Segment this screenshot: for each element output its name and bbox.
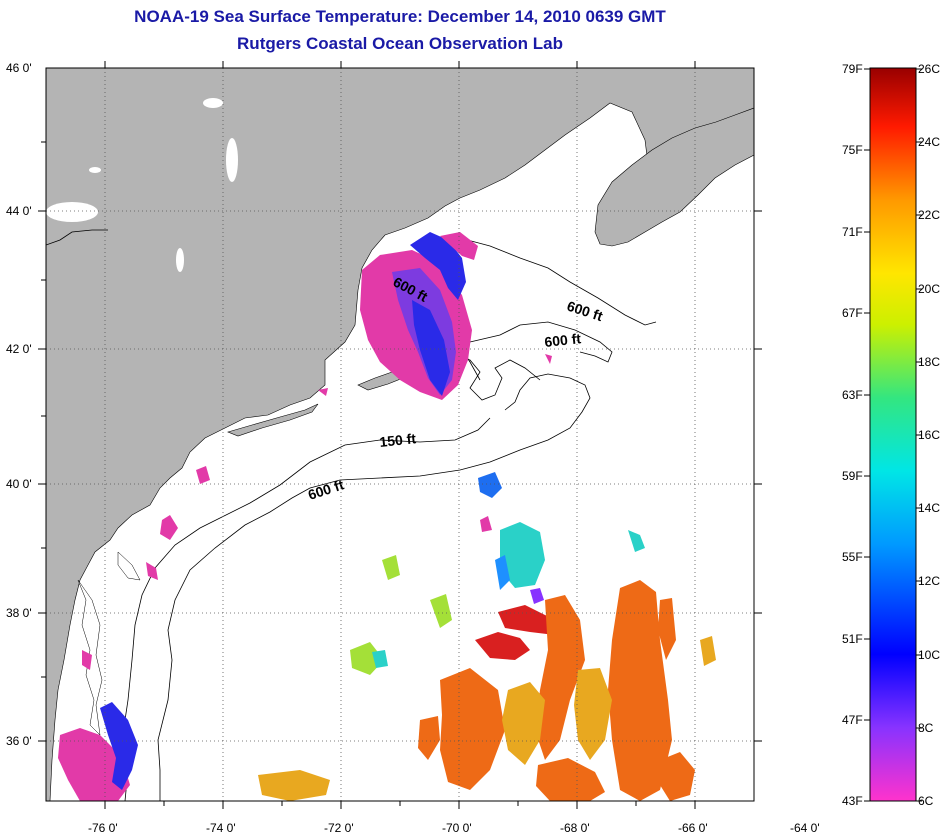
colorbar-f-label: 79F xyxy=(842,62,863,76)
colorbar-f-label: 47F xyxy=(842,713,863,727)
lat-label-38: 38 0' xyxy=(6,606,32,620)
lake-2 xyxy=(226,138,238,182)
contour-label-4: 150 ft xyxy=(379,430,417,450)
lake-5 xyxy=(176,248,184,272)
contour-label-3: 600 ft xyxy=(544,330,582,350)
lon-label-76: -76 0' xyxy=(88,821,118,835)
sst-coastal xyxy=(58,354,552,801)
map-title: NOAA-19 Sea Surface Temperature: Decembe… xyxy=(134,7,666,26)
colorbar-c-label: 8C xyxy=(918,721,934,735)
lat-label-46: 46 0' xyxy=(6,61,32,75)
contour-gulf-maine xyxy=(429,237,657,401)
colorbar-f-label: 51F xyxy=(842,632,863,646)
lake-4 xyxy=(89,167,101,173)
contour-150ft xyxy=(121,417,491,801)
lon-label-70: -70 0' xyxy=(442,821,472,835)
lon-label-72: -72 0' xyxy=(324,821,354,835)
colorbar-c-label: 10C xyxy=(918,648,941,662)
colorbar-f-label: 71F xyxy=(842,225,863,239)
delaware-bay xyxy=(117,551,141,581)
colorbar-c-label: 18C xyxy=(918,355,941,369)
land-long-island xyxy=(227,403,319,437)
colorbar-f-label: 67F xyxy=(842,306,863,320)
sst-gulf-of-maine xyxy=(360,232,478,400)
colorbar-f-label: 43F xyxy=(842,794,863,808)
colorbar-ticks xyxy=(864,68,922,802)
lake-1 xyxy=(203,98,223,108)
colorbar-c-label: 6C xyxy=(918,794,934,808)
colorbar-c-label: 24C xyxy=(918,135,941,149)
lat-label-42: 42 0' xyxy=(6,342,32,356)
lon-label-68: -68 0' xyxy=(560,821,590,835)
lon-label-64: -64 0' xyxy=(790,821,820,835)
colorbar-f-label: 59F xyxy=(842,469,863,483)
colorbar-c-label: 22C xyxy=(918,208,941,222)
lat-label-36: 36 0' xyxy=(6,734,32,748)
sst-offshore xyxy=(258,472,716,801)
colorbar-c-label: 14C xyxy=(918,501,941,515)
land-nova-scotia xyxy=(594,107,754,247)
colorbar-c-label: 26C xyxy=(918,62,941,76)
lake-3 xyxy=(46,202,98,222)
colorbar-f-label: 63F xyxy=(842,388,863,402)
lon-label-66: -66 0' xyxy=(678,821,708,835)
sst-coastal-blue xyxy=(100,702,138,790)
lat-label-44: 44 0' xyxy=(6,204,32,218)
lon-label-74: -74 0' xyxy=(206,821,236,835)
colorbar xyxy=(869,67,917,802)
colorbar-f-label: 55F xyxy=(842,550,863,564)
lat-label-40: 40 0' xyxy=(6,477,32,491)
contour-600ft-shelf xyxy=(46,229,591,801)
colorbar-f-label: 75F xyxy=(842,143,863,157)
land-mainland xyxy=(46,68,754,801)
colorbar-c-label: 20C xyxy=(918,282,941,296)
map-subtitle: Rutgers Coastal Ocean Observation Lab xyxy=(237,34,563,53)
colorbar-c-label: 12C xyxy=(918,574,941,588)
colorbar-c-label: 16C xyxy=(918,428,941,442)
tick-marks xyxy=(38,61,762,809)
